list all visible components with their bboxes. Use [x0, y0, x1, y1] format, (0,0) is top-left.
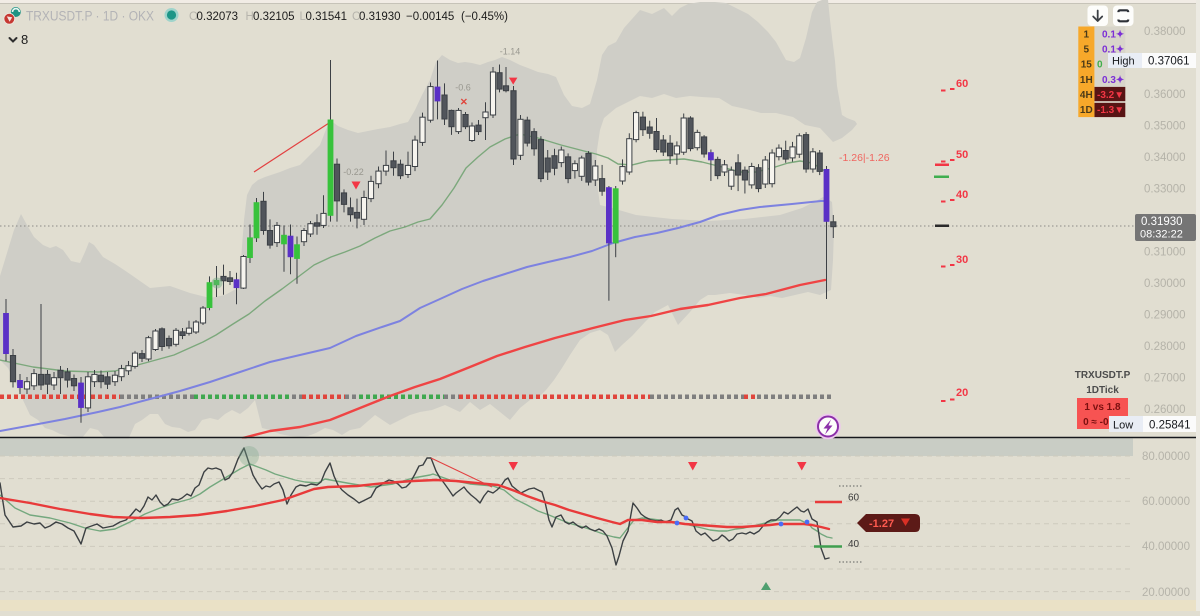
- svg-text:O: O: [189, 11, 198, 23]
- svg-text:0.33000: 0.33000: [1144, 184, 1186, 196]
- svg-text:0.1✦: 0.1✦: [1102, 45, 1124, 56]
- svg-text:20.00000: 20.00000: [1142, 587, 1190, 599]
- svg-text:-0.22: -0.22: [343, 167, 364, 177]
- svg-text:30: 30: [956, 254, 968, 266]
- svg-text:1H: 1H: [1080, 75, 1093, 86]
- svg-text:0.3✦: 0.3✦: [1102, 75, 1124, 86]
- svg-text:0: 0: [1097, 60, 1103, 71]
- svg-text:0.25841: 0.25841: [1149, 420, 1191, 432]
- svg-text:60: 60: [956, 78, 968, 90]
- svg-text:50: 50: [956, 149, 968, 161]
- svg-text:0.31000: 0.31000: [1144, 247, 1186, 259]
- svg-text:40: 40: [956, 189, 968, 201]
- svg-text:-3.2▼: -3.2▼: [1097, 90, 1124, 101]
- svg-text:0.37061: 0.37061: [1148, 56, 1190, 68]
- svg-text:20: 20: [956, 387, 968, 399]
- svg-text:Low: Low: [1113, 420, 1133, 432]
- svg-text:−0.00145: −0.00145: [406, 11, 454, 23]
- svg-text:High: High: [1112, 56, 1135, 68]
- svg-text:0.31930: 0.31930: [1141, 216, 1183, 228]
- svg-text:8: 8: [21, 32, 28, 47]
- svg-text:60.00000: 60.00000: [1142, 496, 1190, 508]
- svg-text:-1.14: -1.14: [500, 47, 521, 57]
- svg-text:1DTick: 1DTick: [1086, 385, 1119, 396]
- svg-text:0.35000: 0.35000: [1144, 121, 1186, 133]
- svg-text:TRXUSDT.P · 1D · OKX: TRXUSDT.P · 1D · OKX: [26, 9, 154, 24]
- svg-text:80.00000: 80.00000: [1142, 451, 1190, 463]
- svg-text:0.34000: 0.34000: [1144, 152, 1186, 164]
- svg-text:5: 5: [1084, 45, 1090, 56]
- svg-text:0.36000: 0.36000: [1144, 89, 1186, 101]
- svg-text:4H: 4H: [1080, 90, 1093, 101]
- svg-text:0.26000: 0.26000: [1144, 404, 1186, 416]
- svg-text:15: 15: [1081, 60, 1093, 71]
- svg-text:0.29000: 0.29000: [1144, 310, 1186, 322]
- svg-text:08:32:22: 08:32:22: [1140, 229, 1183, 241]
- svg-text:(−0.45%): (−0.45%): [461, 11, 508, 23]
- svg-text:40.00000: 40.00000: [1142, 541, 1190, 553]
- svg-text:0.31930: 0.31930: [359, 11, 401, 23]
- svg-text:0.1✦: 0.1✦: [1102, 30, 1124, 41]
- svg-text:-1.27: -1.27: [869, 518, 894, 530]
- svg-text:1: 1: [1084, 30, 1090, 41]
- svg-text:0.32073: 0.32073: [197, 11, 239, 23]
- svg-text:1 vs 1.8: 1 vs 1.8: [1084, 402, 1121, 413]
- svg-text:40: 40: [848, 539, 860, 550]
- svg-text:1D: 1D: [1080, 105, 1093, 116]
- svg-text:✕: ✕: [460, 97, 468, 108]
- svg-text:-1.3▼: -1.3▼: [1097, 105, 1124, 116]
- svg-text:60: 60: [848, 493, 860, 504]
- svg-text:0.31541: 0.31541: [306, 11, 348, 23]
- svg-text:0 ≈ -0.4: 0 ≈ -0.4: [1083, 417, 1117, 428]
- svg-text:L: L: [300, 11, 307, 23]
- svg-text:TRXUSDT.P: TRXUSDT.P: [1075, 370, 1131, 381]
- svg-text:H: H: [246, 11, 254, 23]
- svg-text:0.28000: 0.28000: [1144, 341, 1186, 353]
- svg-text:-0.6: -0.6: [455, 83, 471, 93]
- svg-text:0.38000: 0.38000: [1144, 26, 1186, 38]
- svg-text:0.32105: 0.32105: [253, 11, 295, 23]
- svg-text:-1.26|-1.26: -1.26|-1.26: [839, 152, 890, 164]
- svg-text:C: C: [352, 11, 360, 23]
- svg-text:0.27000: 0.27000: [1144, 373, 1186, 385]
- svg-text:0.30000: 0.30000: [1144, 278, 1186, 290]
